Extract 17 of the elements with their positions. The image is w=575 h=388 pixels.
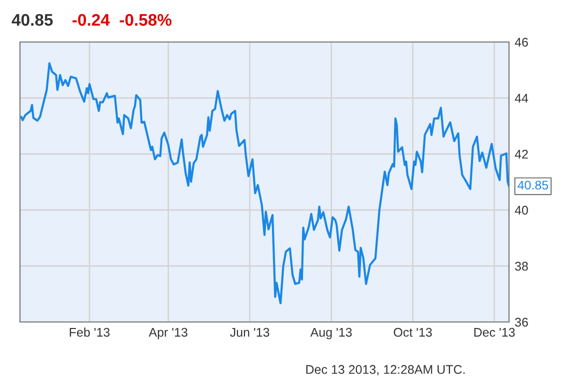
chart-title: 40.85 <box>12 14 53 26</box>
annotation: 40.85 <box>518 180 548 190</box>
x-tick-label: Aug '13 <box>310 328 352 340</box>
y-tick-label: 40 <box>514 206 528 215</box>
text: Dec 13 2013, 12:28AM UTC. <box>306 365 465 376</box>
y-tick-label: 38 <box>515 262 528 271</box>
y-tick-label: 44 <box>514 94 528 103</box>
chart-subtitle: -0.24 -0.58% <box>72 14 172 26</box>
x-tick-label: Feb '13 <box>70 328 110 337</box>
x-tick-label: Dec '13 <box>474 328 515 337</box>
x-tick-label: Oct '13 <box>394 328 432 337</box>
x-tick-label: Apr '13 <box>148 328 188 340</box>
x-tick-label: Jun '13 <box>230 328 270 337</box>
y-tick-label: 46 <box>514 38 528 47</box>
line-series <box>20 62 509 304</box>
y-tick-label: 36 <box>515 318 528 327</box>
y-tick-label: 42 <box>514 150 528 159</box>
